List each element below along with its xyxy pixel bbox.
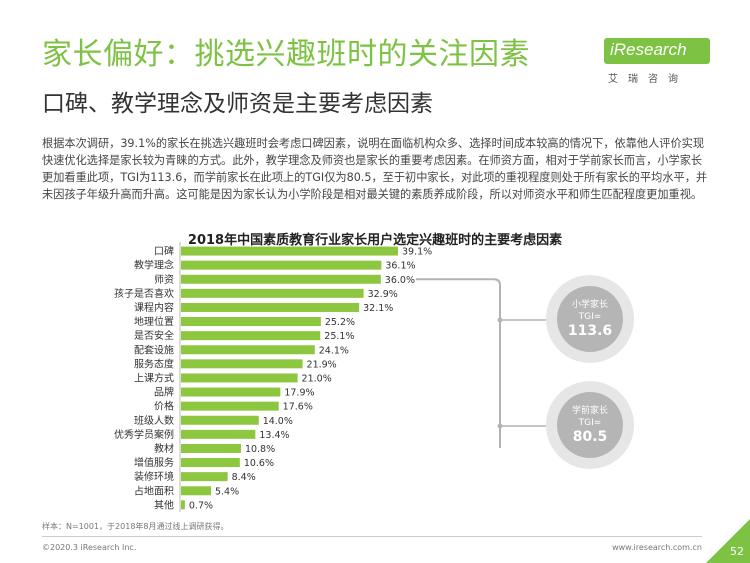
value-label: 21.0% — [302, 373, 332, 384]
category-label: 是否安全 — [134, 329, 174, 342]
logo-badge: iResearch — [604, 38, 710, 64]
tgi-group-label: 小学家长 — [571, 299, 608, 310]
value-label: 36.1% — [385, 261, 415, 272]
highlight-connector — [415, 278, 501, 448]
bar-6 — [181, 331, 321, 341]
bar-16 — [181, 472, 228, 482]
category-label: 服务态度 — [134, 357, 174, 370]
category-label: 其他 — [154, 498, 174, 511]
value-label: 13.4% — [259, 430, 289, 441]
bar-10 — [181, 387, 281, 397]
value-label: 5.4% — [215, 486, 239, 497]
website-link[interactable]: www.iresearch.com.cn — [612, 543, 702, 552]
logo-subtext: 艾瑞咨询 — [608, 74, 688, 85]
bar-11 — [181, 401, 279, 411]
category-label: 增值服务 — [134, 456, 174, 469]
corner-triangle — [706, 519, 750, 563]
category-label: 地理位置 — [134, 315, 174, 328]
value-label: 10.6% — [244, 458, 274, 469]
connector-dot-0 — [497, 317, 503, 323]
bar-14 — [181, 443, 241, 453]
page-title: 家长偏好：挑选兴趣班时的关注因素 — [42, 37, 530, 72]
bar-8 — [181, 359, 303, 369]
value-label: 25.1% — [324, 331, 354, 342]
bar-13 — [181, 429, 256, 439]
bar-1 — [181, 260, 382, 270]
value-label: 14.0% — [263, 416, 293, 427]
category-label: 上课方式 — [134, 371, 174, 384]
value-label: 17.9% — [284, 388, 314, 399]
value-label: 10.8% — [245, 444, 275, 455]
value-label: 25.2% — [325, 317, 355, 328]
value-label: 32.9% — [368, 289, 398, 300]
category-label: 价格 — [154, 400, 174, 413]
value-label: 17.6% — [283, 402, 313, 413]
category-label: 装修环境 — [134, 470, 174, 483]
value-label: 32.1% — [363, 303, 393, 314]
bar-18 — [181, 500, 185, 510]
footer-divider — [42, 536, 702, 537]
category-label: 教学理念 — [134, 259, 174, 272]
tgi-circle-inner: 小学家长 TGI= 113.6 — [557, 286, 623, 352]
bar-15 — [181, 458, 240, 468]
category-label: 占地面积 — [134, 484, 174, 497]
category-label: 课程内容 — [134, 301, 174, 314]
connector-dot-1 — [497, 423, 503, 429]
bar-5 — [181, 317, 321, 327]
bar-3 — [181, 288, 364, 298]
bar-12 — [181, 415, 259, 425]
category-label: 配套设施 — [134, 343, 174, 356]
bar-17 — [181, 486, 211, 496]
tgi-value: 113.6 — [567, 322, 613, 339]
copyright: ©2020.3 iResearch Inc. — [42, 543, 137, 552]
bar-4 — [181, 302, 360, 312]
category-label: 口碑 — [154, 245, 174, 258]
bar-7 — [181, 345, 315, 355]
category-label: 班级人数 — [134, 414, 174, 427]
value-label: 8.4% — [232, 472, 256, 483]
intro-paragraph: 根据本次调研，39.1%的家长在挑选兴趣班时会考虑口碑因素，说明在面临机构众多、… — [42, 137, 708, 201]
bar-9 — [181, 373, 298, 383]
bar-0 — [181, 246, 399, 256]
iresearch-logo: iResearch 艾瑞咨询 — [604, 38, 714, 88]
footnote: 样本：N=1001，于2018年8月通过线上调研获得。 — [42, 522, 229, 531]
logo-text: iResearch — [610, 40, 687, 59]
chart-title: 2018年中国素质教育行业家长用户选定兴趣班时的主要考虑因素 — [187, 233, 563, 248]
tgi-label: TGI= — [578, 417, 602, 428]
tgi-value: 80.5 — [572, 428, 608, 445]
tgi-circle-primary-school: 小学家长 TGI= 113.6 — [546, 275, 634, 363]
category-label: 品牌 — [154, 386, 174, 399]
tgi-label: TGI= — [578, 311, 602, 322]
value-label: 24.1% — [319, 345, 349, 356]
tgi-group-label: 学前家长 — [571, 405, 608, 416]
category-label: 教材 — [154, 442, 174, 455]
category-label: 师资 — [154, 273, 174, 286]
value-label: 36.0% — [385, 275, 415, 286]
value-label: 39.1% — [402, 247, 432, 258]
tgi-circle-preschool: 学前家长 TGI= 80.5 — [546, 381, 634, 469]
page-subtitle: 口碑、教学理念及师资是主要考虑因素 — [42, 91, 433, 117]
category-label: 优秀学员案例 — [114, 428, 174, 441]
tgi-circle-inner: 学前家长 TGI= 80.5 — [557, 392, 623, 458]
value-label: 21.9% — [307, 359, 337, 370]
bar-2 — [181, 274, 381, 284]
value-label: 0.7% — [189, 500, 213, 511]
page-number: 52 — [730, 545, 744, 558]
category-label: 孩子是否喜欢 — [114, 287, 174, 300]
